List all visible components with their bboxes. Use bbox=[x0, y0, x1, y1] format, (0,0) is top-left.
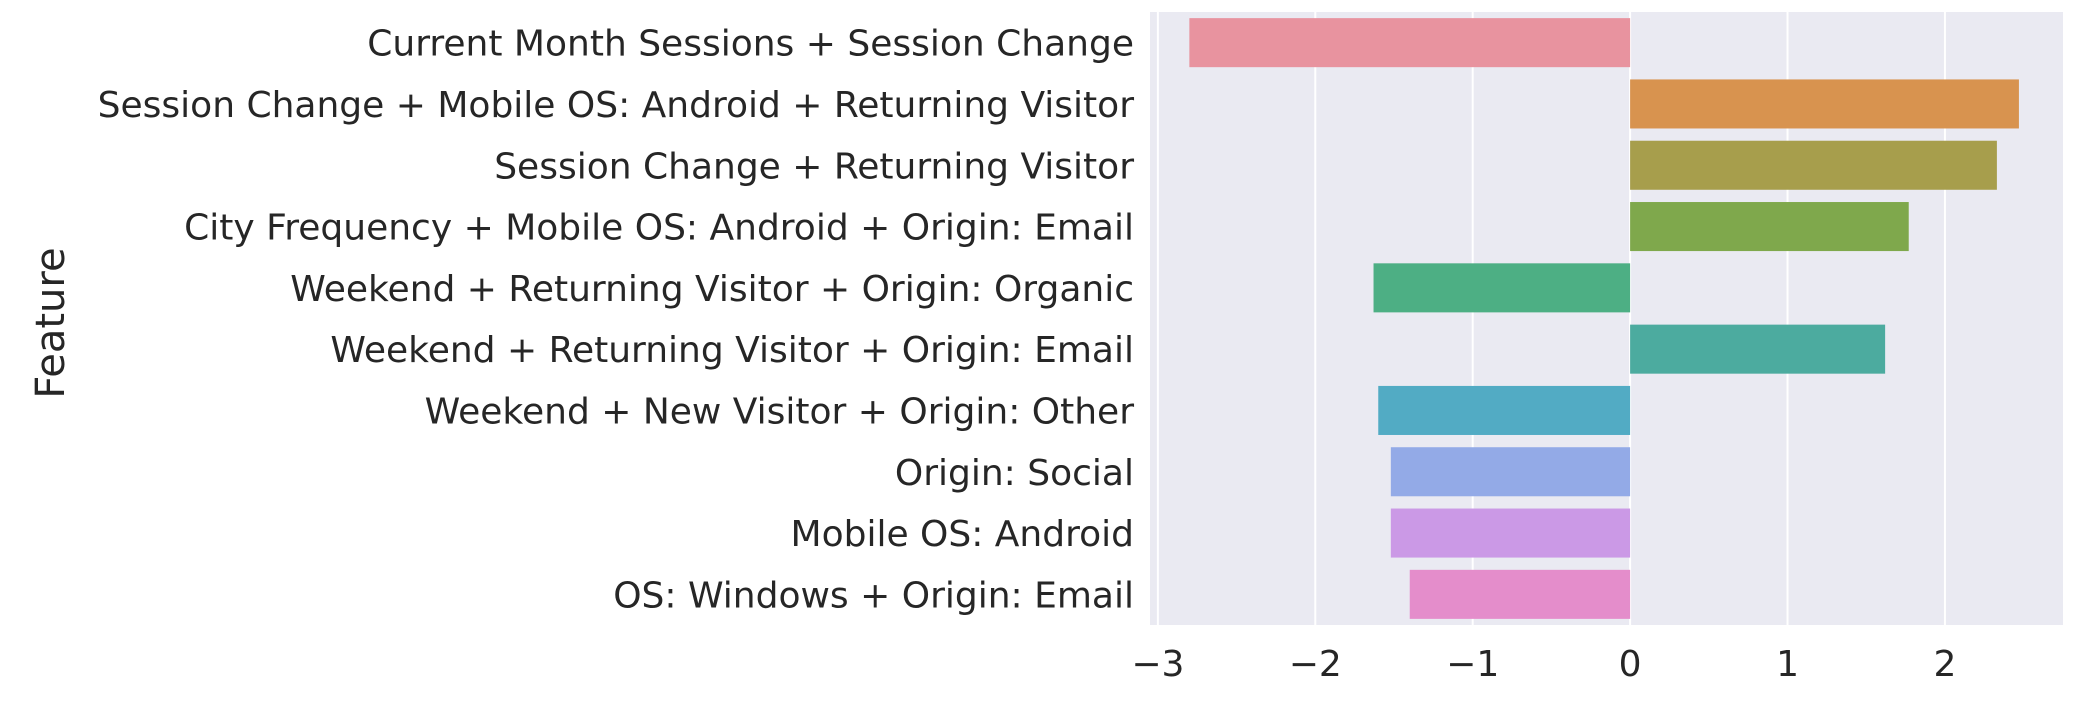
bar bbox=[1630, 79, 2019, 129]
y-tick-label: Session Change + Returning Visitor bbox=[494, 146, 1134, 187]
y-axis-label: Feature bbox=[28, 247, 74, 398]
y-tick-label: Origin: Social bbox=[895, 453, 1134, 494]
y-tick-label: Current Month Sessions + Session Change bbox=[367, 24, 1134, 65]
y-tick-labels: Current Month Sessions + Session Change S… bbox=[98, 24, 1135, 617]
bar bbox=[1378, 385, 1631, 435]
bars bbox=[1189, 18, 2019, 619]
bar bbox=[1373, 263, 1631, 313]
bar bbox=[1390, 508, 1631, 558]
y-tick-label: Weekend + Returning Visitor + Origin: Or… bbox=[290, 269, 1134, 310]
x-tick-labels: −3 −2 −1 0 1 2 bbox=[1131, 644, 1956, 685]
y-tick-label: City Frequency + Mobile OS: Android + Or… bbox=[184, 208, 1134, 249]
x-tick-label: −3 bbox=[1131, 644, 1184, 685]
y-tick-label: OS: Windows + Origin: Email bbox=[613, 575, 1134, 616]
bar bbox=[1630, 324, 1886, 374]
bar bbox=[1630, 140, 1997, 190]
x-tick-label: −2 bbox=[1289, 644, 1342, 685]
bar bbox=[1390, 447, 1631, 497]
y-tick-label: Session Change + Mobile OS: Android + Re… bbox=[98, 85, 1135, 126]
bar bbox=[1189, 18, 1631, 68]
bar bbox=[1630, 202, 1909, 252]
y-tick-label: Mobile OS: Android bbox=[791, 514, 1134, 555]
x-tick-label: 1 bbox=[1776, 644, 1799, 685]
bar bbox=[1409, 569, 1631, 619]
y-tick-label: Weekend + New Visitor + Origin: Other bbox=[425, 391, 1135, 432]
x-tick-label: 0 bbox=[1619, 644, 1642, 685]
x-tick-label: −1 bbox=[1446, 644, 1499, 685]
x-tick-label: 2 bbox=[1933, 644, 1956, 685]
y-tick-label: Weekend + Returning Visitor + Origin: Em… bbox=[330, 330, 1134, 371]
